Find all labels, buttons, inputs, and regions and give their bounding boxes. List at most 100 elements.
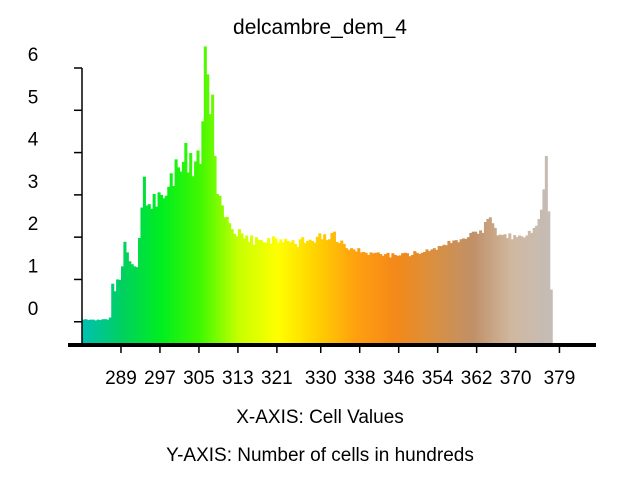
histogram-bar: [369, 252, 373, 345]
chart-title: delcambre_dem_4: [233, 16, 407, 39]
histogram-bar: [542, 189, 546, 345]
histogram-bar: [401, 253, 405, 345]
histogram-bar: [520, 236, 524, 345]
histogram-bar: [313, 242, 317, 345]
histogram-bar: [281, 242, 285, 345]
histogram-bar: [203, 46, 207, 346]
histogram-bar: [508, 233, 512, 345]
histogram-bar: [493, 227, 497, 345]
histogram-bar: [513, 235, 517, 345]
histogram-bar: [269, 243, 273, 345]
histogram-bar: [174, 159, 178, 345]
histogram-bar: [364, 252, 368, 345]
histogram-bar: [396, 255, 400, 345]
histogram-bar: [147, 204, 151, 345]
x-axis-label: X-AXIS: Cell Values: [236, 407, 404, 428]
histogram-bar: [191, 176, 195, 345]
histogram-bar: [201, 121, 205, 345]
histogram-bar: [184, 142, 188, 345]
histogram-bar: [284, 238, 288, 345]
histogram-bar: [357, 248, 361, 345]
histogram-bar: [337, 243, 341, 345]
y-tick-label: 4: [28, 130, 39, 151]
histogram-bar: [194, 161, 198, 345]
histogram-bar: [308, 239, 312, 345]
histogram-bar: [459, 239, 463, 345]
histogram-bar: [108, 317, 112, 345]
histogram-bar: [289, 242, 293, 345]
histogram-bar: [352, 249, 356, 345]
histogram-bar: [476, 233, 480, 345]
histogram-bar: [318, 233, 322, 345]
histogram-bar: [354, 251, 358, 345]
histogram-bar: [162, 198, 166, 345]
histogram-bar: [172, 185, 176, 345]
histogram-bar: [435, 249, 439, 345]
histogram-bar: [491, 223, 495, 345]
histogram-bar: [410, 254, 414, 345]
histogram-bar: [103, 319, 107, 345]
bars-group: [82, 46, 553, 346]
x-tick-label: 330: [305, 368, 337, 389]
histogram-bar: [345, 248, 349, 345]
histogram-bar: [525, 235, 529, 345]
histogram-bar: [549, 289, 553, 345]
histogram-bar: [225, 216, 229, 345]
histogram-bar: [483, 221, 487, 345]
histogram-bar: [391, 253, 395, 345]
histogram-bar: [118, 279, 122, 345]
histogram-bar: [381, 255, 385, 345]
histogram-bar: [276, 242, 280, 345]
histogram-bar: [440, 246, 444, 345]
histogram-bar: [471, 231, 475, 345]
histogram-bar: [130, 264, 134, 345]
histogram-bar: [120, 266, 125, 345]
histogram-bar: [447, 240, 451, 345]
histogram-bar: [169, 173, 173, 345]
x-tick-label: 362: [461, 368, 493, 389]
histogram-bar: [116, 279, 120, 345]
histogram-bar: [464, 238, 468, 345]
histogram-bar: [505, 238, 509, 345]
x-tick-label: 313: [222, 368, 254, 389]
histogram-bar: [152, 194, 156, 345]
histogram-bar: [125, 252, 129, 345]
histogram-bar: [242, 238, 246, 345]
histogram-bar: [179, 171, 183, 345]
histogram-bar: [367, 254, 371, 345]
histogram-bar: [405, 253, 410, 345]
histogram-bar: [386, 252, 390, 345]
histogram-bar: [235, 236, 239, 345]
x-ticks-group: 289 297 305 313 321 330 338 346 354 362 370 379: [105, 345, 575, 389]
histogram-bar: [262, 242, 266, 345]
histogram-bar: [371, 253, 375, 345]
histogram-bar: [240, 233, 244, 345]
histogram-bar: [274, 238, 278, 345]
histogram-bar: [206, 74, 210, 345]
histogram-bar: [496, 235, 500, 345]
histogram-bar: [527, 230, 531, 345]
histogram-bar: [106, 319, 110, 345]
histogram-bar: [486, 218, 490, 345]
histogram-bar: [111, 283, 115, 345]
histogram-bar: [340, 240, 344, 345]
histogram-bar: [145, 205, 149, 345]
histogram-bar: [474, 231, 478, 345]
histogram-bar: [250, 235, 254, 345]
histogram-bar: [215, 194, 220, 345]
histogram-bar: [418, 254, 422, 345]
histogram-bar: [423, 251, 427, 345]
histogram-bar: [84, 319, 88, 345]
histogram-bar: [532, 227, 536, 345]
histogram-bar: [430, 249, 434, 345]
histogram-bar: [347, 249, 351, 345]
histogram-bar: [393, 254, 397, 345]
histogram-bar: [208, 114, 212, 345]
x-tick-label: 338: [344, 368, 376, 389]
histogram-bar: [101, 319, 105, 345]
histogram-bar: [303, 243, 307, 345]
y-axis-label: Y-AXIS: Number of cells in hundreds: [166, 445, 474, 466]
histogram-bar: [89, 319, 93, 345]
y-tick-label: 1: [28, 256, 39, 277]
histogram-bar: [211, 94, 215, 345]
